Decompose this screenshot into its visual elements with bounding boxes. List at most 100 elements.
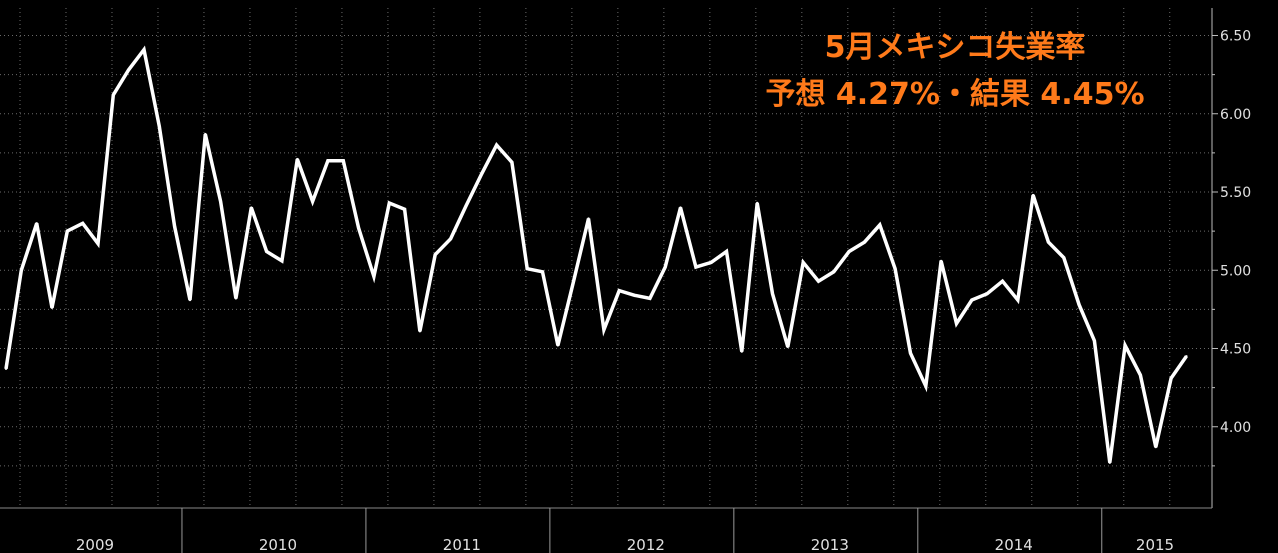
data-point	[756, 201, 759, 205]
unemployment-rate-line	[4, 45, 1188, 463]
y-tick-label: 5.50	[1220, 185, 1251, 201]
axis-layer: 4.00 4.50 5.00 5.50 6.00 6.50 2009 2010 2011 2012…	[0, 8, 1251, 553]
data-point	[878, 223, 881, 227]
data-point	[648, 297, 652, 300]
data-point	[679, 206, 682, 209]
data-point	[1123, 344, 1127, 347]
data-point	[1077, 303, 1081, 306]
x-year-label: 2015	[1136, 536, 1174, 553]
data-point	[740, 350, 743, 353]
x-year-label: 2012	[627, 536, 665, 553]
x-year-label: 2013	[811, 536, 849, 553]
x-year-label: 2009	[76, 536, 114, 553]
data-point	[1016, 298, 1019, 302]
data-point	[96, 242, 100, 245]
data-point	[970, 298, 973, 302]
data-point	[66, 229, 69, 233]
data-point	[20, 269, 23, 272]
data-point	[985, 292, 989, 295]
data-point	[1154, 445, 1158, 449]
data-point	[188, 298, 192, 302]
data-point	[817, 280, 820, 283]
grid-layer	[0, 8, 1210, 508]
data-point	[893, 267, 897, 270]
x-year-label: 2011	[443, 536, 481, 553]
data-point	[1062, 256, 1066, 259]
data-point	[664, 265, 667, 269]
data-point	[572, 281, 575, 284]
data-point	[464, 204, 468, 208]
data-point	[526, 267, 529, 270]
data-point	[924, 384, 927, 388]
data-point	[1047, 240, 1050, 244]
data-point	[863, 240, 866, 244]
data-point	[449, 237, 452, 241]
data-point	[173, 225, 176, 228]
data-point	[786, 345, 789, 349]
data-point	[250, 206, 253, 209]
data-point	[587, 217, 590, 220]
x-year-label: 2010	[259, 536, 297, 553]
series-layer	[4, 45, 1188, 464]
data-point	[434, 253, 437, 256]
data-point	[847, 250, 851, 253]
data-point	[1139, 373, 1142, 377]
data-point	[1185, 355, 1188, 358]
data-point	[265, 250, 268, 253]
data-point	[955, 322, 958, 325]
data-point	[357, 226, 360, 230]
data-point	[204, 132, 207, 136]
data-point	[725, 250, 728, 253]
data-point	[418, 330, 422, 333]
data-point	[556, 344, 560, 347]
data-point	[127, 68, 130, 72]
data-point	[633, 294, 636, 297]
data-point	[939, 259, 943, 263]
data-point	[296, 157, 299, 161]
data-point	[1031, 193, 1035, 197]
annotation-forecast-result: 予想 4.27%・結果 4.45%	[765, 77, 1144, 112]
data-point	[311, 200, 314, 203]
data-point	[219, 200, 222, 203]
data-point	[771, 292, 774, 295]
data-point	[1001, 280, 1004, 283]
data-point	[50, 306, 54, 309]
y-tick-label: 5.00	[1220, 263, 1251, 279]
x-year-label: 2014	[995, 536, 1033, 553]
data-point	[694, 265, 698, 269]
data-point	[1169, 377, 1173, 380]
data-point	[403, 208, 406, 211]
y-tick-label: 6.00	[1220, 107, 1251, 123]
data-point	[602, 328, 606, 331]
data-point	[342, 159, 345, 162]
data-point	[832, 270, 835, 273]
data-point	[510, 161, 514, 164]
data-point	[35, 222, 38, 225]
data-point	[710, 261, 713, 264]
data-point	[495, 143, 498, 147]
annotation-layer: 5月メキシコ失業率 予想 4.27%・結果 4.45%	[765, 30, 1144, 112]
data-point	[480, 173, 483, 176]
data-point	[4, 367, 8, 370]
data-point	[388, 201, 391, 205]
data-point	[142, 48, 146, 51]
data-point	[280, 259, 284, 263]
data-point	[1108, 461, 1112, 464]
data-point	[326, 159, 330, 162]
data-point	[372, 275, 376, 278]
data-point	[112, 93, 115, 97]
data-point	[618, 289, 621, 292]
y-tick-label: 6.50	[1220, 29, 1251, 45]
data-point	[158, 125, 161, 128]
data-point	[1093, 339, 1096, 342]
y-tick-label: 4.50	[1220, 342, 1251, 358]
data-point	[541, 270, 544, 273]
data-point	[81, 222, 84, 225]
data-point	[234, 297, 238, 300]
annotation-title: 5月メキシコ失業率	[825, 30, 1086, 65]
data-point	[802, 261, 805, 264]
data-point	[909, 352, 912, 355]
